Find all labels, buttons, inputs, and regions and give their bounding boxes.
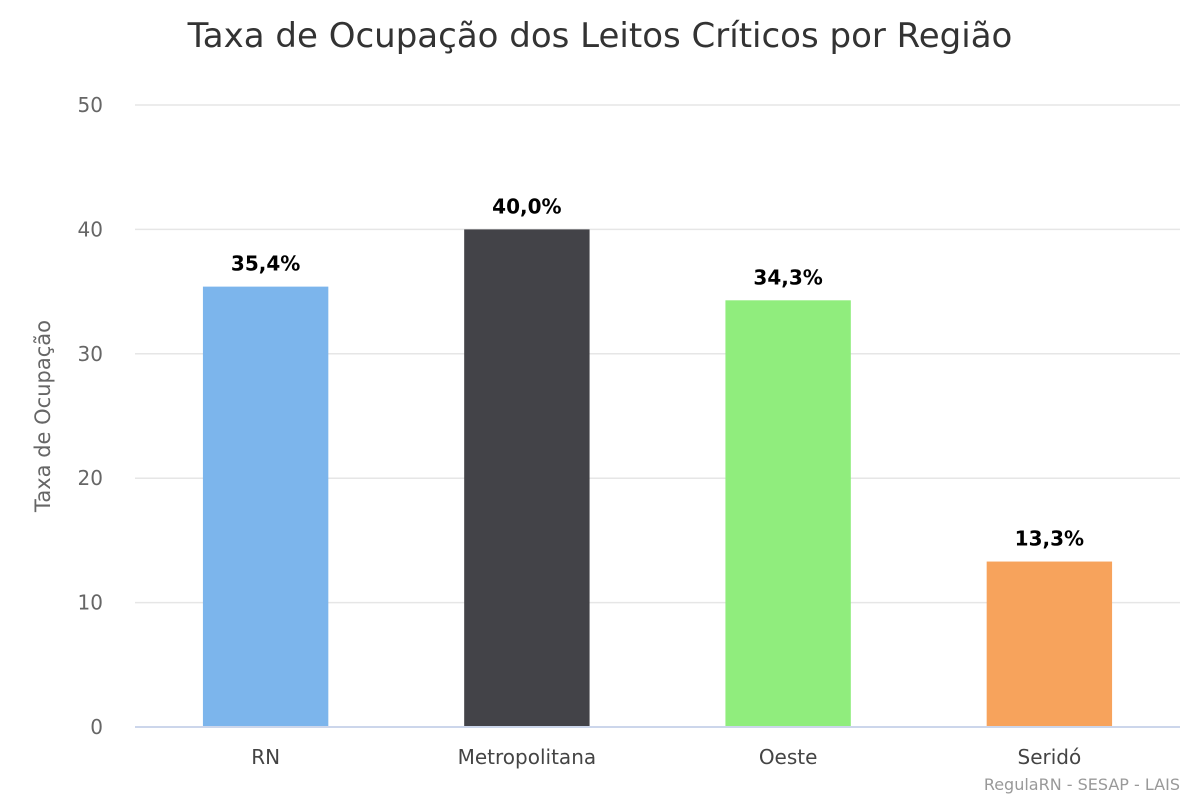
x-tick-label: Metropolitana — [458, 745, 597, 769]
bar-rn — [202, 286, 329, 727]
x-tick-label: Seridó — [1018, 745, 1082, 769]
credits-text[interactable]: RegulaRN - SESAP - LAIS — [984, 775, 1180, 794]
chart-title: Taxa de Ocupação dos Leitos Críticos por… — [187, 16, 1013, 56]
y-axis-label: Taxa de Ocupação — [31, 320, 55, 513]
data-label: 34,3% — [753, 265, 822, 289]
bar-seridó — [986, 561, 1113, 727]
x-tick-label: Oeste — [759, 745, 818, 769]
data-label: 35,4% — [231, 252, 300, 276]
bars — [202, 229, 1113, 727]
y-tick-label: 20 — [78, 466, 103, 490]
data-label: 40,0% — [492, 194, 561, 218]
bar-oeste — [725, 300, 851, 727]
y-tick-label: 40 — [78, 217, 103, 241]
x-axis-ticks: RN Metropolitana Oeste Seridó — [251, 745, 1081, 769]
y-tick-label: 0 — [90, 715, 103, 739]
data-labels: 35,4% 40,0% 34,3% 13,3% — [231, 194, 1084, 550]
bar-metropolitana — [464, 229, 590, 727]
y-tick-label: 50 — [78, 93, 103, 117]
x-tick-label: RN — [251, 745, 280, 769]
data-label: 13,3% — [1015, 527, 1084, 551]
y-tick-label: 10 — [78, 591, 103, 615]
y-axis-ticks: 0 10 20 30 40 50 — [78, 93, 103, 739]
y-tick-label: 30 — [78, 342, 103, 366]
